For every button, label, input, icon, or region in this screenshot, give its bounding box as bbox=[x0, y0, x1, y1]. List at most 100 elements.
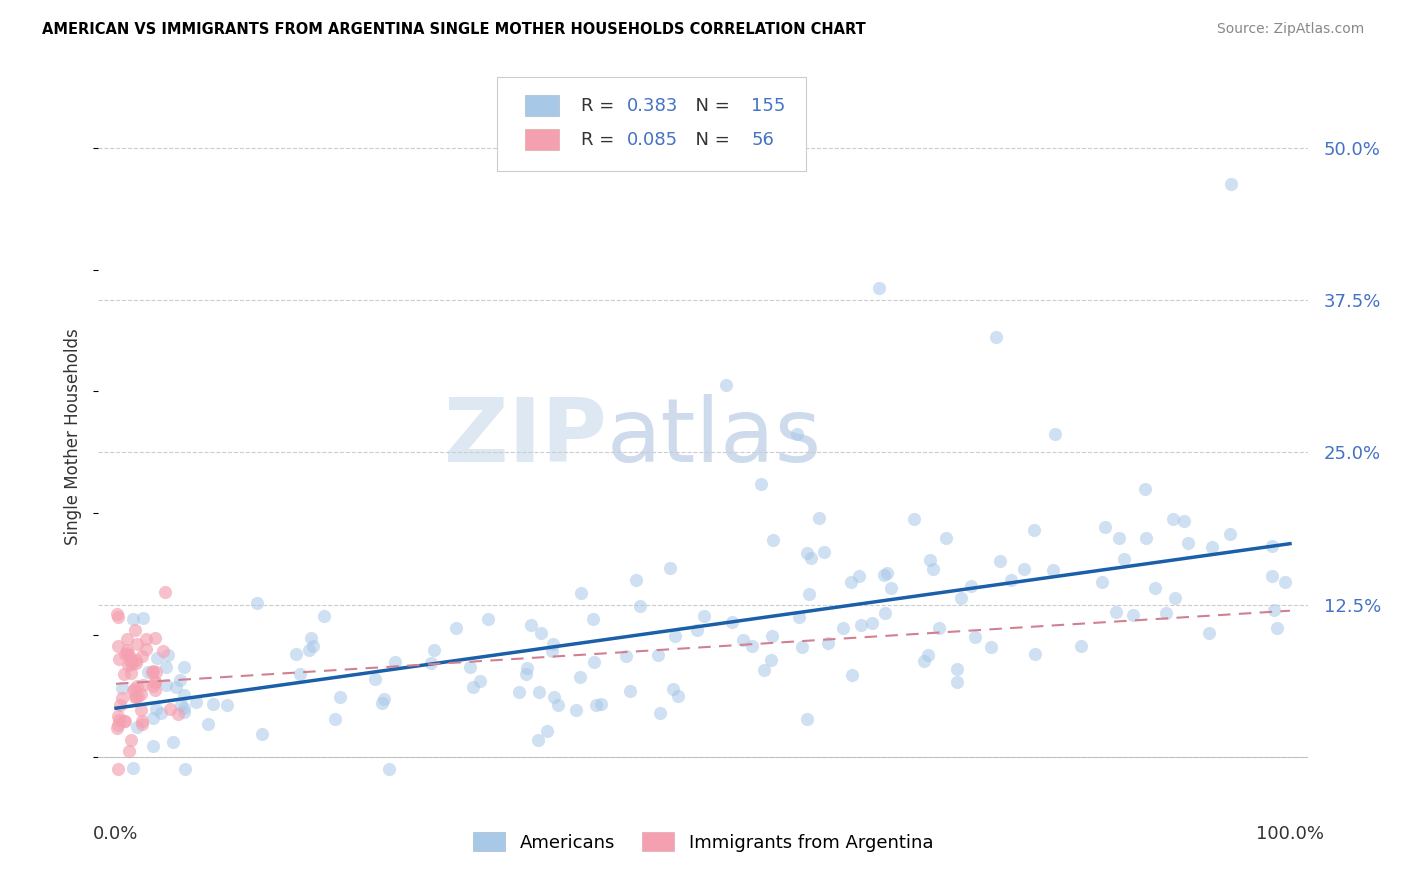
Point bbox=[749, 477, 772, 491]
Point bbox=[813, 544, 835, 558]
Point bbox=[1263, 603, 1285, 617]
Point bbox=[127, 720, 149, 734]
Point bbox=[125, 637, 148, 651]
Point bbox=[173, 660, 195, 674]
Point bbox=[314, 609, 336, 624]
Point bbox=[527, 733, 550, 747]
Point bbox=[733, 632, 755, 647]
Text: Source: ZipAtlas.com: Source: ZipAtlas.com bbox=[1216, 22, 1364, 37]
Point bbox=[120, 656, 142, 670]
Point bbox=[543, 690, 565, 705]
Point bbox=[118, 744, 141, 758]
Point bbox=[1108, 531, 1130, 545]
Point bbox=[142, 739, 165, 754]
Point bbox=[114, 647, 136, 661]
Point bbox=[831, 621, 853, 635]
Point bbox=[125, 690, 148, 705]
Point bbox=[569, 670, 592, 684]
Point bbox=[470, 674, 492, 689]
Point bbox=[132, 678, 155, 692]
Point bbox=[173, 688, 195, 702]
Point bbox=[122, 683, 145, 698]
Point bbox=[167, 707, 190, 722]
Point bbox=[980, 640, 1002, 655]
Point bbox=[1024, 648, 1046, 662]
Point bbox=[299, 631, 322, 645]
Point bbox=[1219, 526, 1241, 541]
Point bbox=[515, 666, 537, 681]
Point bbox=[536, 724, 558, 739]
Point bbox=[796, 546, 818, 560]
Point bbox=[155, 677, 177, 691]
Point bbox=[125, 656, 148, 670]
Point bbox=[946, 675, 969, 690]
Point bbox=[516, 661, 538, 675]
Text: AMERICAN VS IMMIGRANTS FROM ARGENTINA SINGLE MOTHER HOUSEHOLDS CORRELATION CHART: AMERICAN VS IMMIGRANTS FROM ARGENTINA SI… bbox=[42, 22, 866, 37]
Point bbox=[378, 762, 401, 776]
Point bbox=[156, 648, 179, 663]
Point bbox=[197, 717, 219, 731]
Point bbox=[145, 665, 167, 680]
Point bbox=[693, 609, 716, 624]
Point bbox=[105, 721, 128, 735]
Point bbox=[1122, 608, 1144, 623]
Point bbox=[129, 703, 152, 717]
Point bbox=[124, 681, 146, 696]
Point bbox=[124, 624, 146, 638]
Point bbox=[252, 726, 274, 740]
Point bbox=[145, 674, 167, 689]
Point bbox=[105, 607, 128, 621]
Point bbox=[169, 673, 191, 687]
Point bbox=[155, 659, 177, 673]
Point bbox=[153, 585, 176, 599]
Point bbox=[935, 531, 957, 545]
Point bbox=[141, 665, 163, 679]
Text: N =: N = bbox=[683, 130, 735, 149]
Point bbox=[302, 639, 325, 653]
Point bbox=[790, 640, 813, 654]
Point bbox=[614, 648, 637, 663]
Legend: Americans, Immigrants from Argentina: Americans, Immigrants from Argentina bbox=[465, 825, 941, 859]
Point bbox=[373, 692, 395, 706]
Point bbox=[541, 644, 564, 658]
Point bbox=[107, 762, 129, 776]
Y-axis label: Single Mother Households: Single Mother Households bbox=[65, 329, 83, 545]
Point bbox=[143, 683, 166, 698]
Point bbox=[107, 610, 129, 624]
Point bbox=[583, 655, 606, 669]
Point bbox=[136, 665, 159, 679]
Point bbox=[624, 573, 647, 587]
Point bbox=[1000, 573, 1022, 587]
Point bbox=[960, 579, 983, 593]
Point bbox=[329, 690, 352, 704]
Point bbox=[928, 621, 950, 635]
Point bbox=[174, 762, 197, 776]
Point bbox=[762, 533, 785, 547]
Point bbox=[796, 712, 818, 726]
Point bbox=[848, 569, 870, 583]
Point bbox=[800, 550, 823, 565]
Point bbox=[569, 586, 592, 600]
Point bbox=[1261, 540, 1284, 554]
Point bbox=[217, 698, 239, 712]
Point bbox=[107, 717, 129, 731]
Point bbox=[143, 632, 166, 646]
Point bbox=[246, 596, 269, 610]
Point bbox=[720, 615, 742, 629]
Point bbox=[619, 684, 641, 698]
Point bbox=[873, 606, 896, 620]
Point bbox=[115, 646, 138, 660]
FancyBboxPatch shape bbox=[526, 95, 560, 116]
Point bbox=[585, 698, 607, 712]
Point bbox=[664, 629, 686, 643]
Point bbox=[876, 566, 898, 581]
Text: N =: N = bbox=[683, 97, 735, 115]
Point bbox=[143, 675, 166, 690]
Point bbox=[127, 689, 149, 703]
Point bbox=[946, 662, 969, 676]
Point bbox=[541, 637, 564, 651]
Point bbox=[1012, 562, 1035, 576]
Point bbox=[108, 698, 131, 712]
Point bbox=[716, 378, 738, 392]
Point bbox=[988, 554, 1011, 568]
